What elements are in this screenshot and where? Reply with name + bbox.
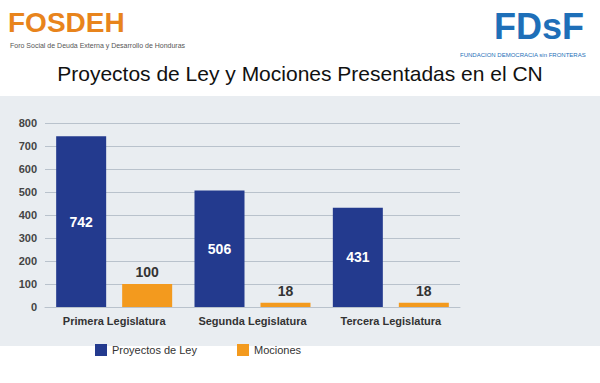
svg-text:200: 200 (19, 255, 37, 267)
svg-text:FDsF: FDsF (494, 6, 584, 47)
svg-text:500: 500 (19, 186, 37, 198)
svg-text:506: 506 (208, 241, 232, 257)
svg-text:Foro Social de Deuda Externa y: Foro Social de Deuda Externa y Desarroll… (10, 42, 186, 50)
svg-text:300: 300 (19, 232, 37, 244)
svg-text:600: 600 (19, 163, 37, 175)
svg-text:700: 700 (19, 140, 37, 152)
svg-text:Proyectos de Ley y Mociones Pr: Proyectos de Ley y Mociones Presentadas … (57, 62, 543, 85)
svg-text:18: 18 (416, 283, 432, 299)
svg-text:0: 0 (31, 301, 37, 313)
svg-text:FUNDACION DEMOCRACIA sin FRONT: FUNDACION DEMOCRACIA sin FRONTERAS (460, 52, 586, 58)
svg-text:800: 800 (19, 117, 37, 129)
svg-text:742: 742 (69, 214, 93, 230)
svg-text:100: 100 (19, 278, 37, 290)
svg-text:Segunda Legislatura: Segunda Legislatura (198, 315, 307, 327)
svg-text:100: 100 (135, 264, 159, 280)
svg-text:18: 18 (278, 283, 294, 299)
svg-text:431: 431 (346, 249, 370, 265)
svg-text:Primera Legislatura: Primera Legislatura (63, 315, 167, 327)
svg-text:FOSDEH: FOSDEH (8, 7, 125, 38)
svg-text:Proyectos de Ley: Proyectos de Ley (112, 344, 197, 356)
svg-text:Mociones: Mociones (254, 344, 302, 356)
svg-text:400: 400 (19, 209, 37, 221)
svg-text:Tercera Legislatura: Tercera Legislatura (340, 315, 442, 327)
